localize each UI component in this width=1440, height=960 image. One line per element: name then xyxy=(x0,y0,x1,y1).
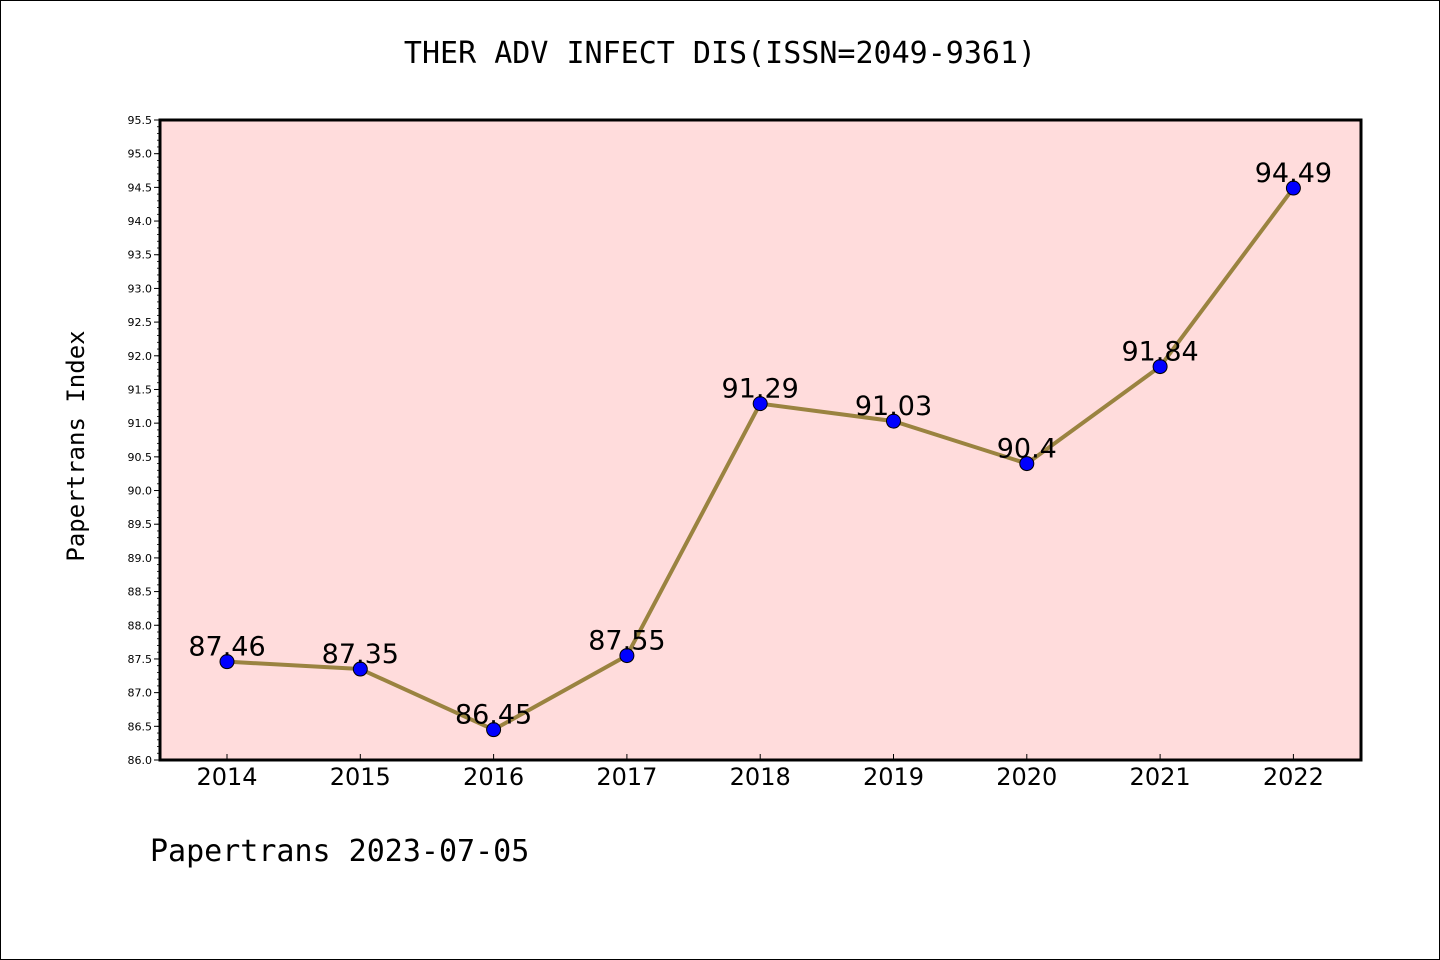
y-axis: 86.0 86.5 87.0 87.5 88.0 88.5 89.0 89.5 90.0 90.5… xyxy=(128,114,160,767)
data-label: 87.55 xyxy=(588,626,665,657)
data-point xyxy=(886,413,901,429)
y-tick-label: 92.0 xyxy=(128,350,153,363)
data-label: 86.45 xyxy=(455,700,532,731)
x-tick-label: 2018 xyxy=(730,763,791,791)
data-label: 94.49 xyxy=(1255,158,1332,189)
y-tick-label: 86.5 xyxy=(128,720,153,733)
data-label: 90.4 xyxy=(997,434,1057,465)
data-label: 91.84 xyxy=(1121,337,1198,368)
chart-title: THER ADV INFECT DIS(ISSN=2049-9361) xyxy=(403,36,1037,71)
y-tick-label: 91.0 xyxy=(128,417,153,430)
y-tick-label: 88.5 xyxy=(128,586,153,599)
data-point xyxy=(752,396,768,412)
x-tick-label: 2021 xyxy=(1130,763,1191,791)
y-tick-label: 90.0 xyxy=(128,485,153,498)
x-axis: 2014 2015 2016 2017 2018 2019 2020 2021 2022 xyxy=(196,754,1324,791)
y-tick-label: 94.0 xyxy=(128,215,153,228)
y-tick-label: 94.5 xyxy=(128,181,153,194)
y-axis-label: Papertrans Index xyxy=(62,330,90,562)
data-label: 87.46 xyxy=(188,632,265,663)
x-tick-label: 2016 xyxy=(463,763,524,791)
y-tick-label: 86.0 xyxy=(128,754,153,767)
y-tick-label: 93.0 xyxy=(128,282,153,295)
x-tick-label: 2017 xyxy=(596,763,657,791)
y-tick-label: 90.5 xyxy=(128,451,153,464)
x-tick-label: 2022 xyxy=(1263,763,1324,791)
y-tick-label: 91.5 xyxy=(128,383,153,396)
y-tick-label: 95.5 xyxy=(128,114,153,127)
data-label: 91.03 xyxy=(855,391,932,422)
x-tick-label: 2019 xyxy=(863,763,924,791)
y-tick-label: 89.5 xyxy=(128,518,153,531)
data-point xyxy=(619,648,635,664)
data-label: 87.35 xyxy=(322,639,399,670)
y-tick-label: 92.5 xyxy=(128,316,153,329)
data-point xyxy=(1285,180,1301,196)
data-labels: 87.46 87.35 86.45 87.55 91.29 91.03 90.4 91.84 9… xyxy=(188,158,1332,731)
y-tick-label: 95.0 xyxy=(128,148,153,161)
data-point xyxy=(1019,456,1035,472)
data-point xyxy=(219,654,235,670)
y-tick-label: 89.0 xyxy=(128,552,153,565)
y-tick-label: 93.5 xyxy=(128,249,153,262)
y-tick-label: 87.5 xyxy=(128,653,153,666)
y-tick-label: 88.0 xyxy=(128,619,153,632)
x-tick-label: 2014 xyxy=(196,763,257,791)
footer-text: Papertrans 2023-07-05 xyxy=(150,834,530,869)
data-points xyxy=(219,180,1301,738)
data-point xyxy=(1152,359,1168,375)
y-tick-label: 87.0 xyxy=(128,687,153,700)
x-tick-label: 2020 xyxy=(996,763,1057,791)
plot-border xyxy=(158,118,1363,762)
x-tick-label: 2015 xyxy=(330,763,391,791)
plot-area xyxy=(160,120,1361,760)
data-point xyxy=(352,661,368,677)
data-point xyxy=(486,722,502,738)
data-label: 91.29 xyxy=(722,374,799,405)
